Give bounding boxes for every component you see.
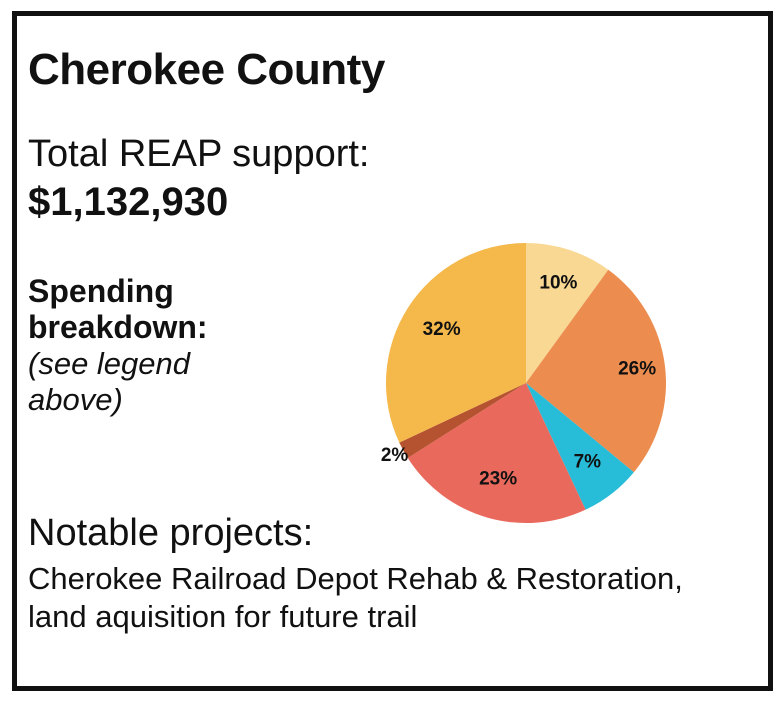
notable-projects-text: Cherokee Railroad Depot Rehab & Restorat… [28,561,683,634]
support-label: Total REAP support: [28,133,370,175]
pie-slice [407,383,586,524]
pie-slice-label: 23% [479,469,517,490]
pie-slice-label: 26% [618,359,656,380]
pie-slice-label: 32% [423,319,461,340]
pie-slice [526,269,666,473]
pie-slice [385,242,526,443]
notable-projects-title: Notable projects: [28,512,314,554]
county-card [12,11,773,691]
pie-slice-label: 7% [574,452,602,473]
support-value: $1,132,930 [28,180,229,224]
pie-slice-label: 10% [539,273,577,294]
spending-title: Spending breakdown: [28,273,208,345]
pie-slice-label: 2% [381,445,409,466]
pie-slice [526,383,634,510]
pie-slice [399,383,526,459]
pie-slice [526,243,609,383]
county-title: Cherokee County [28,45,385,94]
spending-note: (see legend above) [28,346,191,417]
